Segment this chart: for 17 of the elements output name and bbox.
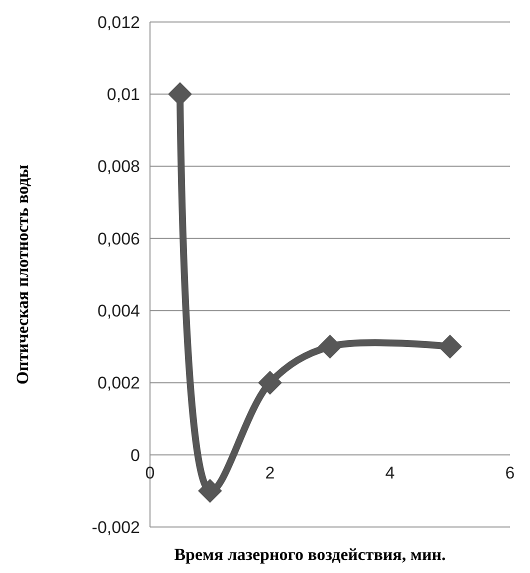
y-axis-title: Оптическая плотность воды xyxy=(12,164,32,384)
y-tick-label: 0 xyxy=(130,446,140,465)
x-tick-label: 2 xyxy=(265,463,275,482)
y-tick-label: 0,004 xyxy=(97,302,140,321)
x-axis-title: Время лазерного воздействия, мин. xyxy=(174,545,446,564)
x-tick-label: 6 xyxy=(505,463,515,482)
point xyxy=(258,370,282,395)
point xyxy=(198,478,222,503)
y-tick-label: 0,01 xyxy=(106,85,140,104)
y-tick-label: 0,006 xyxy=(97,229,140,248)
x-tick-label: 4 xyxy=(385,463,395,482)
y-tick-label: -0,002 xyxy=(92,518,140,537)
y-tick-label: 0,002 xyxy=(97,374,140,393)
y-tick-label: 0,008 xyxy=(97,157,140,176)
x-tick-label: 0 xyxy=(145,463,155,482)
y-tick-label: 0,012 xyxy=(97,12,140,32)
point xyxy=(318,334,342,359)
